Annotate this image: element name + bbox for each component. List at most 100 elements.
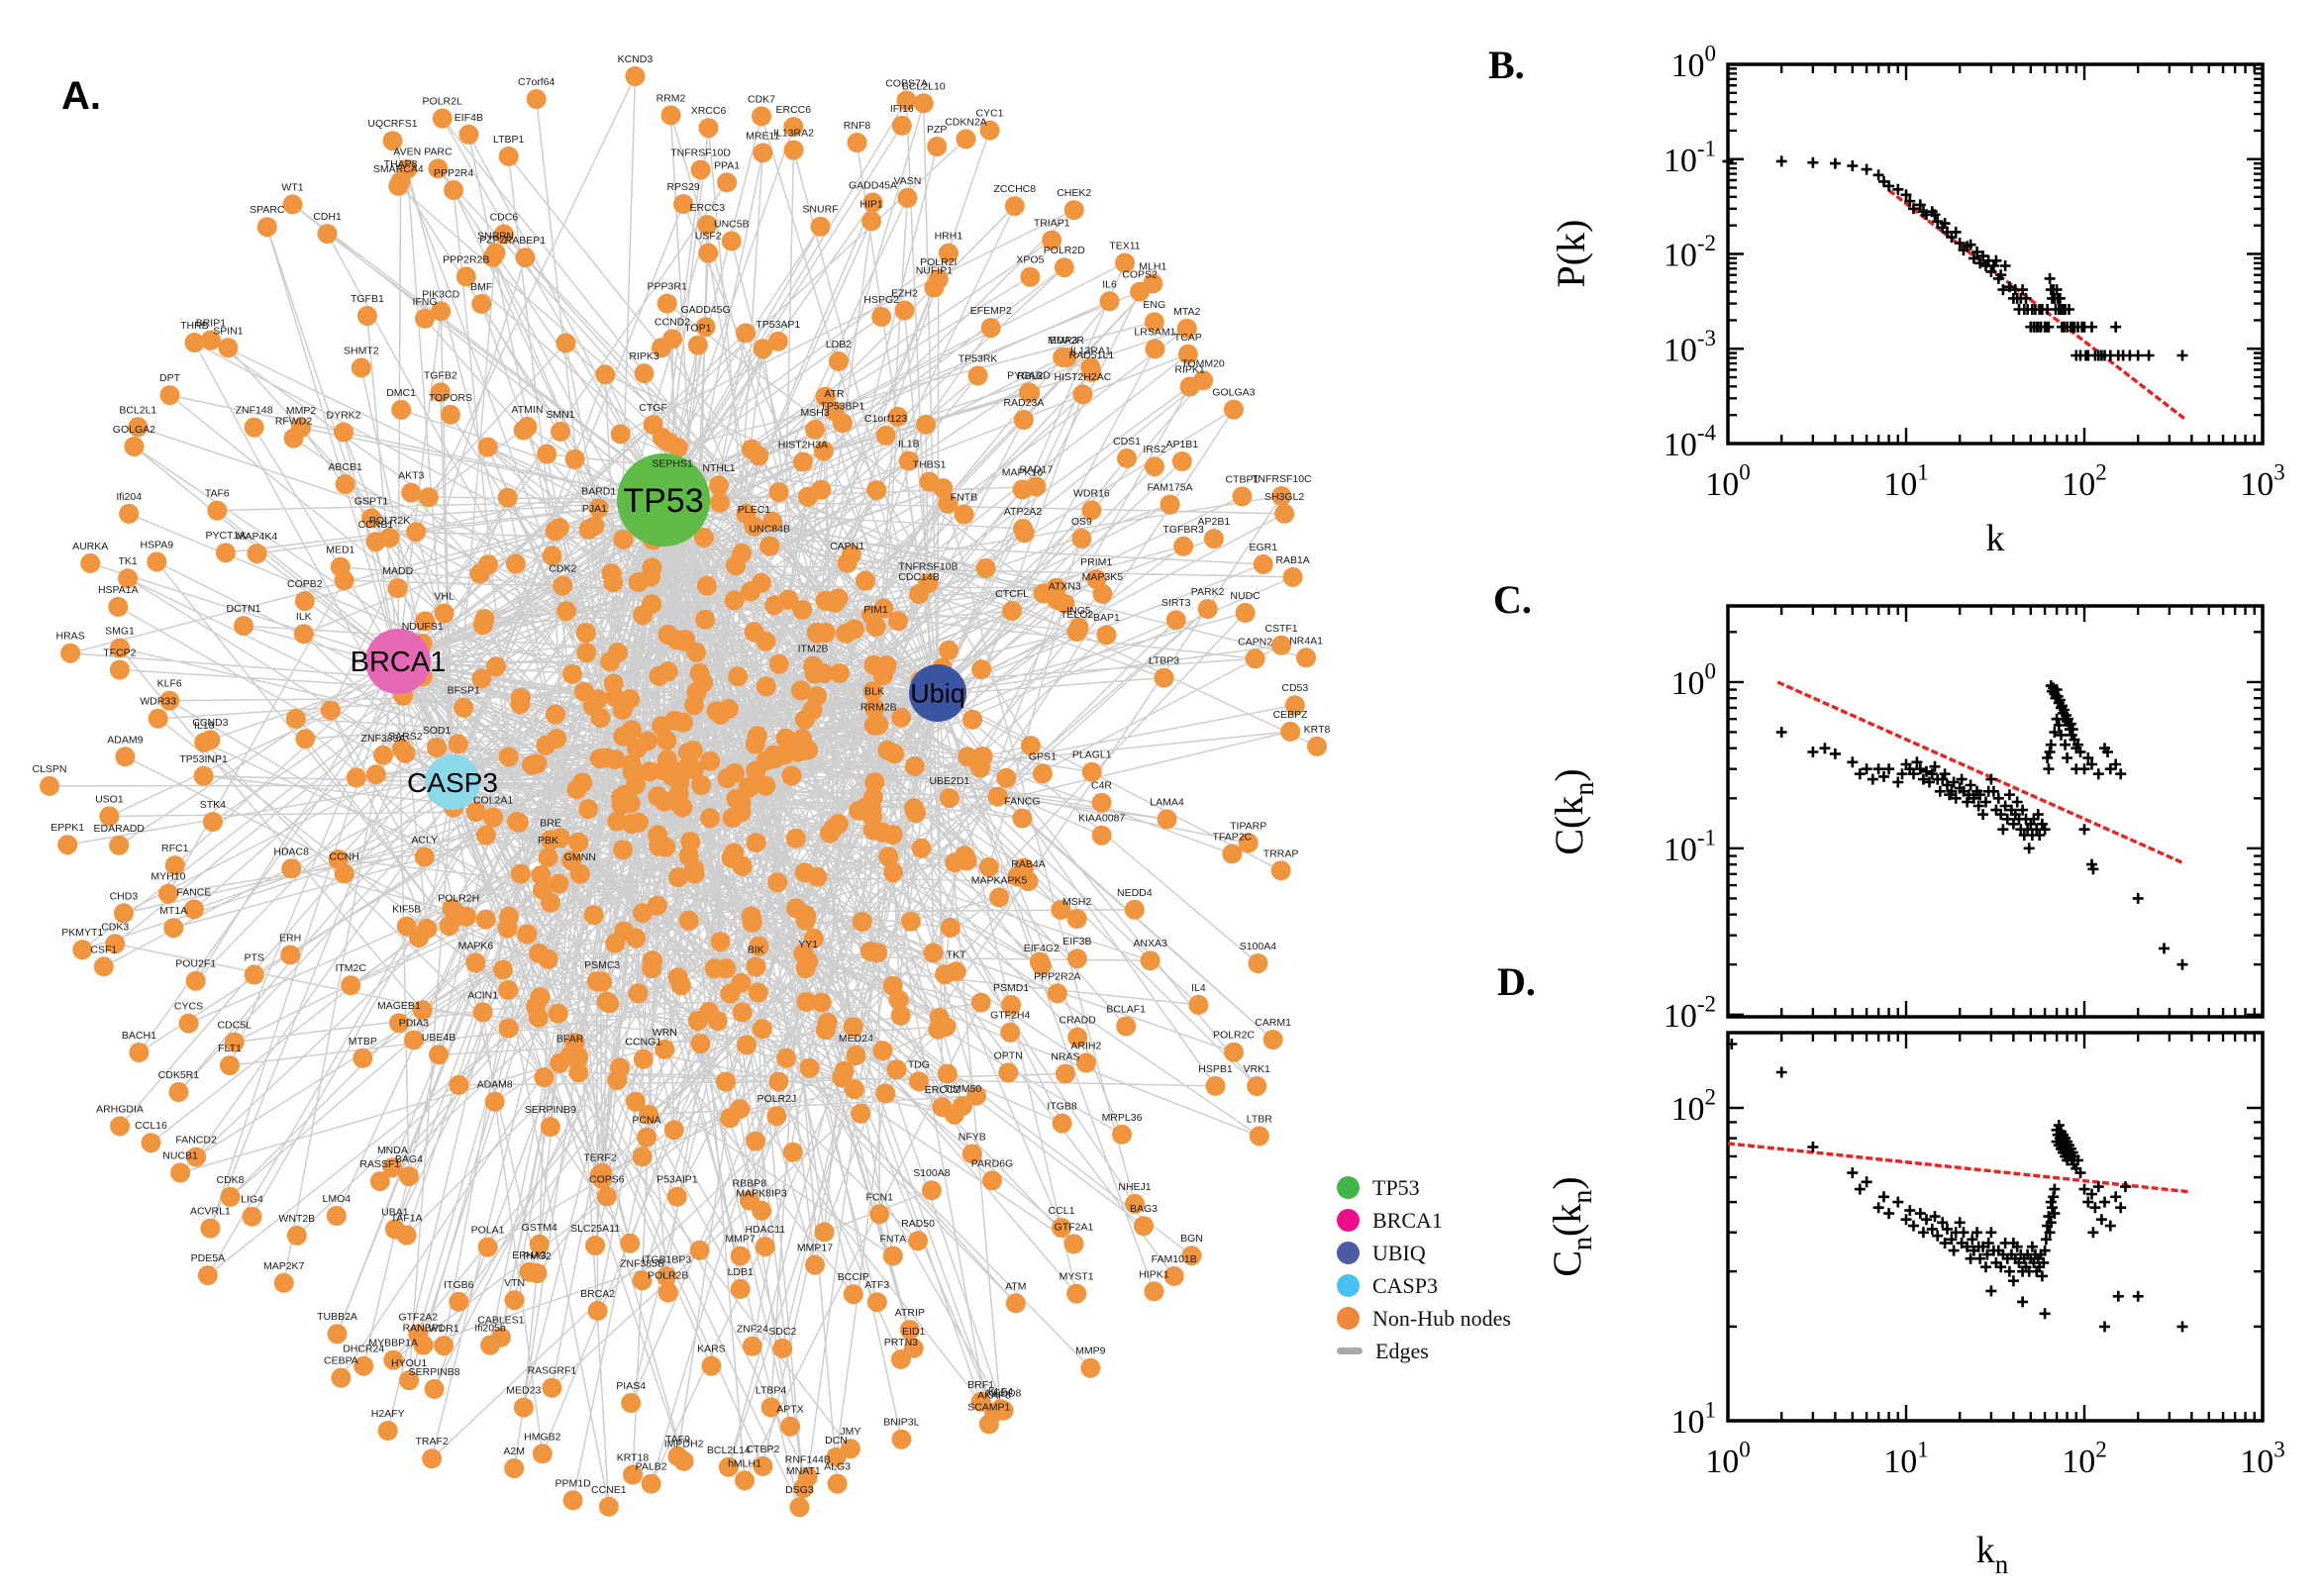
network-node [406, 522, 427, 543]
network-node [498, 979, 519, 1000]
tick-label: 102 [2062, 1438, 2107, 1480]
network-node [875, 425, 896, 446]
network-node [746, 833, 766, 853]
gene-label: PPP2R2B [443, 253, 489, 265]
network-node [633, 1048, 654, 1069]
network-node [971, 659, 992, 680]
network-node [1013, 410, 1034, 430]
gene-label: IFNG [412, 296, 437, 308]
network-node [896, 90, 917, 111]
gene-label: CLSPN [32, 763, 66, 775]
gene-label: PSMD1 [993, 982, 1029, 994]
network-node [1284, 695, 1305, 716]
network-node [785, 828, 806, 848]
network-node [989, 887, 1010, 908]
network-node [184, 333, 205, 352]
network-node [1066, 622, 1087, 643]
gene-label: TNFRSF10D [670, 148, 731, 159]
network-node [471, 293, 492, 314]
gene-label: ENG [1143, 299, 1165, 311]
network-node [972, 747, 993, 766]
network-node [807, 866, 828, 887]
gene-label: PMS2 [523, 1250, 552, 1262]
network-node [1224, 1042, 1244, 1062]
gene-label: CSTF1 [1264, 623, 1297, 635]
gene-label: DCN [825, 1435, 848, 1446]
network-node [628, 983, 649, 1004]
network-node [244, 417, 264, 438]
gene-label: PJA1 [582, 503, 607, 515]
network-node [767, 331, 788, 351]
network-node [698, 118, 719, 139]
network-node [551, 421, 570, 442]
network-node [716, 958, 737, 979]
gene-label: XRCC6 [691, 105, 727, 117]
gene-label: IL18 [194, 720, 215, 732]
gene-label: HRAS [56, 631, 85, 643]
gene-label: BRF1 [967, 1379, 994, 1391]
network-node [689, 662, 710, 683]
network-node [614, 784, 635, 805]
gene-label: SDC2 [768, 1326, 796, 1338]
network-node [731, 802, 752, 823]
network-node [632, 1270, 653, 1291]
gene-label: POLR2I [920, 256, 957, 268]
network-node [613, 726, 634, 747]
axis-ticks [1726, 62, 2265, 446]
network-node [613, 840, 633, 860]
gene-label: BACH1 [122, 1030, 156, 1042]
network-node [1047, 983, 1067, 1004]
gene-label: SPARC [250, 204, 285, 216]
network-node [781, 765, 802, 786]
gene-label: CYC1 [975, 108, 1003, 120]
gene-label: HDAC8 [273, 846, 309, 857]
gene-label: PRIM1 [1080, 556, 1112, 568]
network-node [897, 187, 918, 208]
gene-label: BARD1 [581, 485, 616, 497]
gene-label: ERCC3 [690, 202, 726, 214]
network-node [1134, 1216, 1154, 1237]
network-node [632, 1147, 653, 1167]
network-node [499, 906, 519, 927]
gene-label: S100A8 [913, 1167, 951, 1179]
gene-label: JMY [840, 1426, 860, 1438]
network-node [851, 1103, 871, 1124]
network-node [1075, 1052, 1096, 1073]
gene-label: HYOU1 [391, 1357, 427, 1369]
network-node [888, 611, 908, 632]
network-node [572, 772, 593, 793]
network-node [1124, 899, 1145, 920]
network-node [115, 747, 136, 767]
gene-label: CTGF [639, 402, 667, 414]
network-node [954, 504, 974, 525]
gene-label: BRE [540, 817, 561, 829]
network-node [776, 1047, 797, 1068]
network-node [440, 404, 460, 425]
gene-label: OS9 [1071, 516, 1092, 528]
network-node [247, 544, 267, 564]
gene-label: TEX11 [1109, 241, 1140, 252]
network-node [399, 1370, 420, 1391]
network-node [482, 247, 503, 267]
legend-item: TP53 [1337, 1171, 1511, 1204]
gene-label: ACIN1 [467, 989, 498, 1001]
network-node [1020, 266, 1041, 287]
gene-label: NRAS [1051, 1051, 1079, 1063]
hub-node-ubiq [909, 664, 966, 722]
network-node [497, 487, 518, 508]
gene-label: RRM2B [860, 702, 897, 714]
gene-label: GMNN [564, 851, 596, 863]
network-node [742, 912, 762, 933]
network-node [356, 306, 377, 326]
network-node [735, 1470, 755, 1491]
gene-label: OPTN [994, 1049, 1023, 1061]
gene-label: TK1 [118, 555, 137, 567]
gene-label: BRIP1 [196, 318, 227, 330]
gene-label: FANCD2 [175, 1135, 217, 1147]
gene-label: CCNE1 [591, 1484, 627, 1496]
gene-label: CTBP1 [1225, 473, 1259, 485]
gene-label: RIPK3 [629, 350, 659, 362]
network-node [1154, 667, 1174, 688]
network-node [813, 441, 834, 461]
